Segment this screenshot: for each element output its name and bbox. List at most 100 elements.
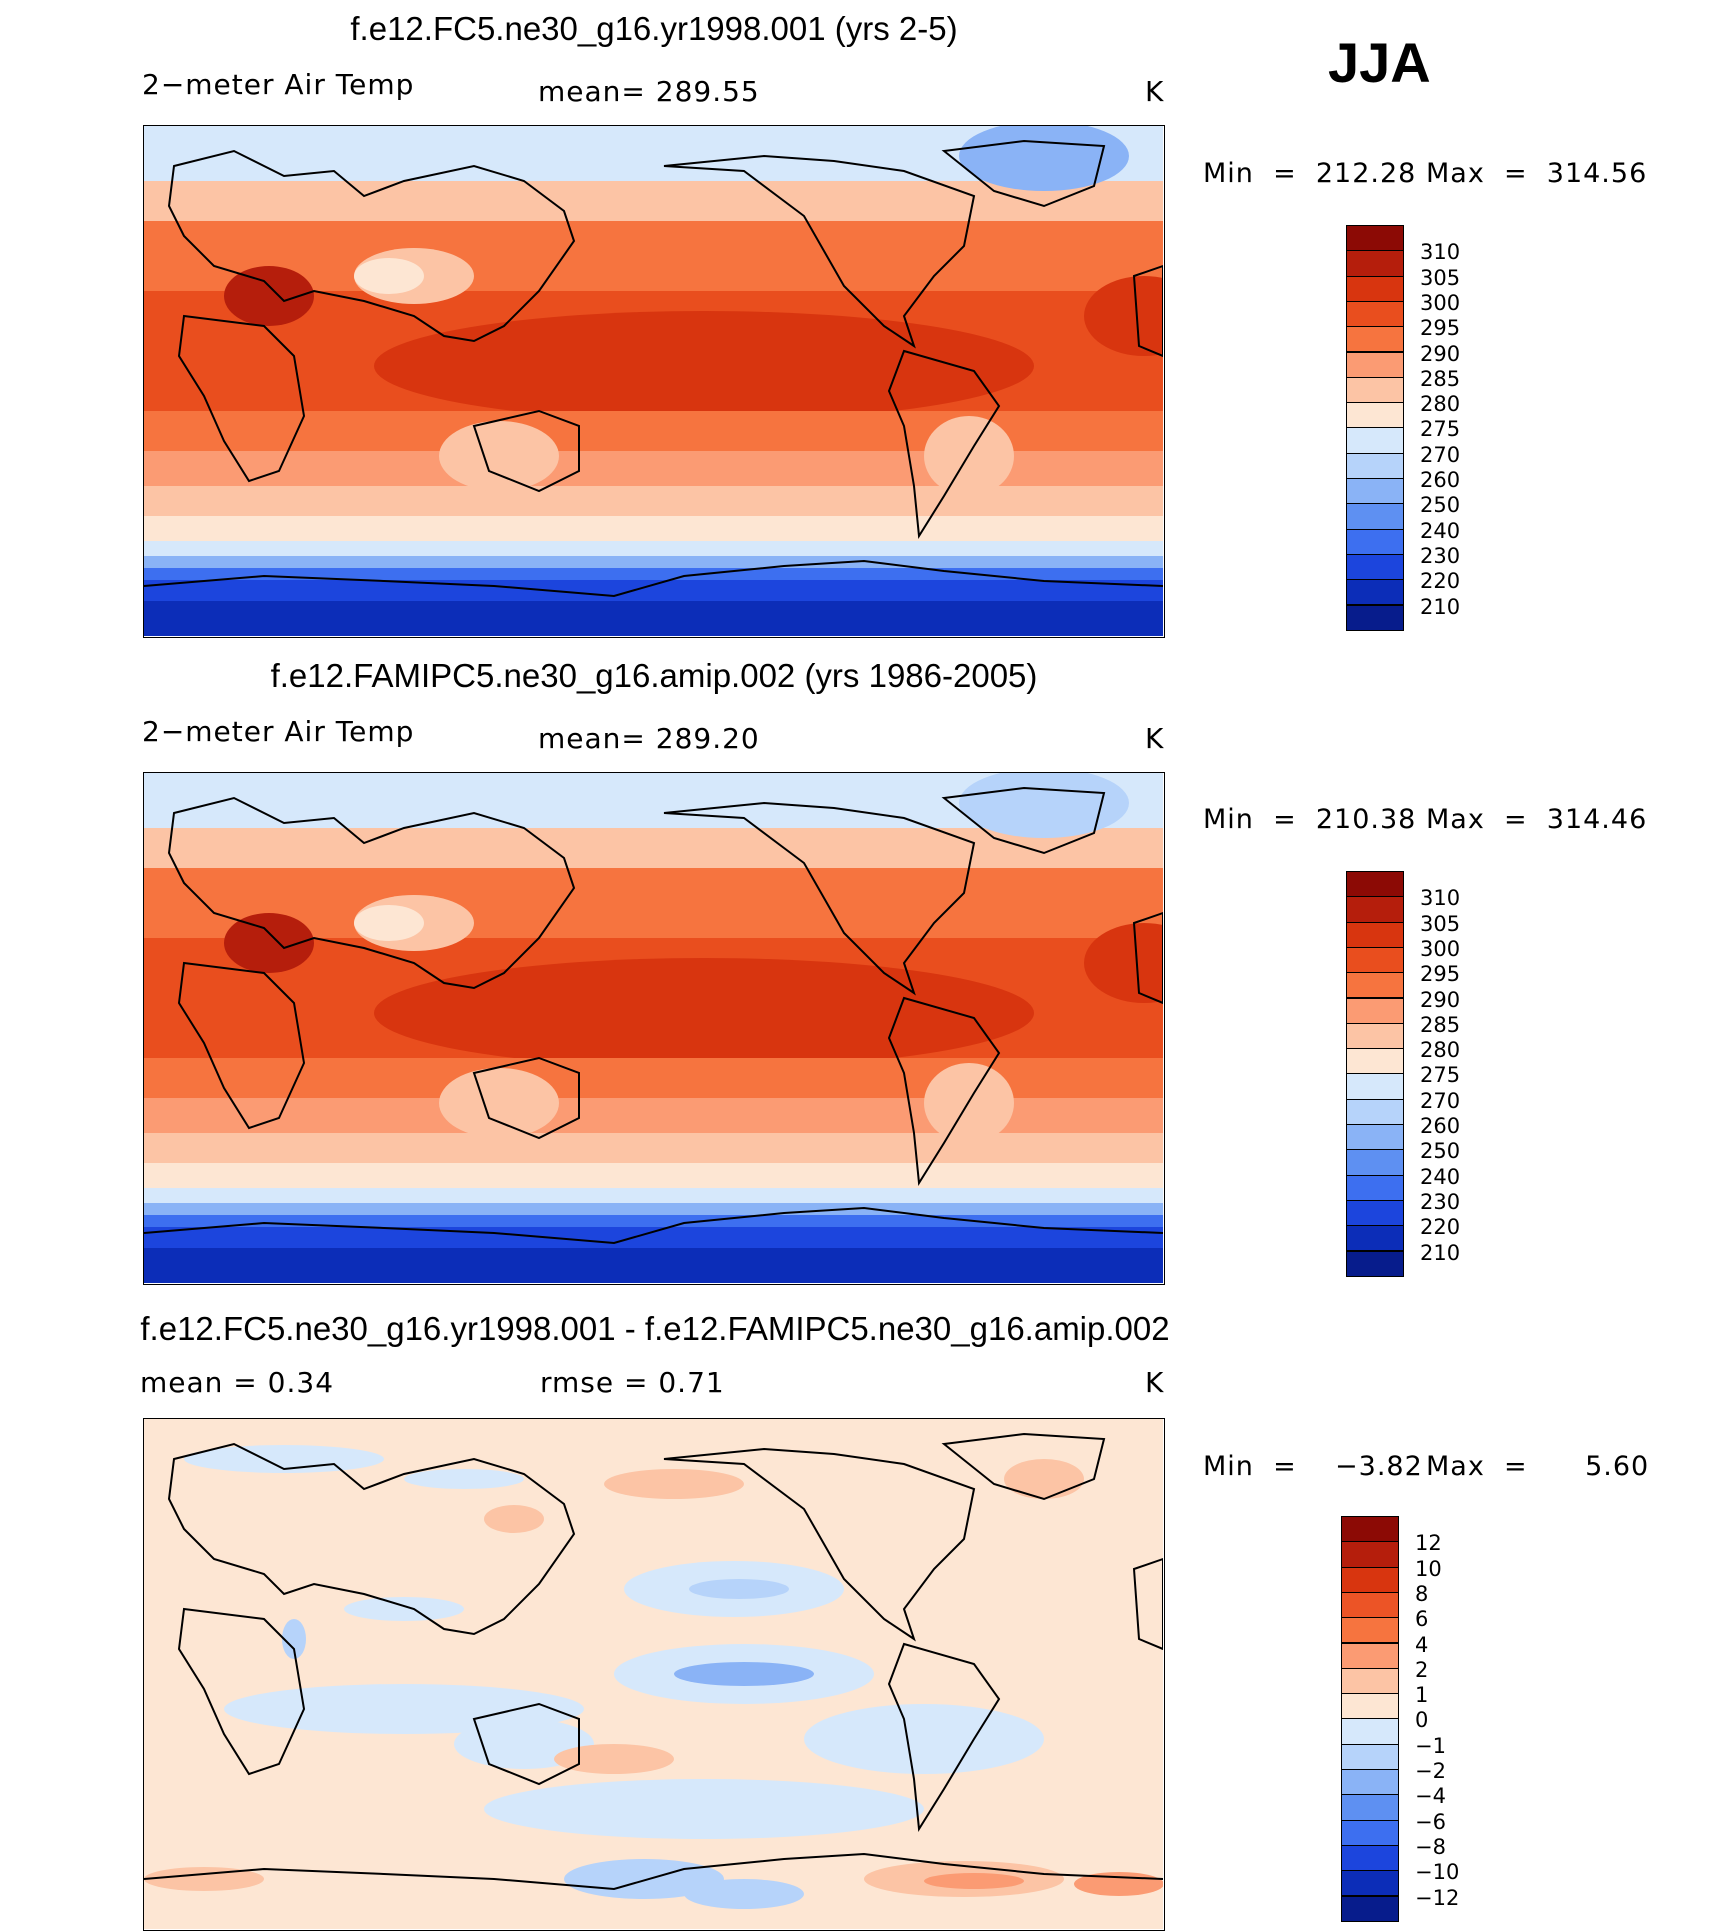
colorbar-label: −2 [1415, 1759, 1446, 1783]
colorbar-swatch [1341, 1718, 1399, 1745]
colorbar-swatch [1346, 1073, 1404, 1100]
colorbar-label: 305 [1420, 265, 1461, 290]
colorbar-label: −12 [1415, 1885, 1460, 1910]
colorbar-label: 2 [1415, 1657, 1429, 1682]
colorbar-label: 210 [1420, 1240, 1461, 1265]
colorbar-label: 6 [1415, 1607, 1429, 1632]
colorbar-label: −1 [1415, 1733, 1446, 1758]
panel-2-max: Max = 314.46 [1426, 804, 1648, 835]
colorbar-swatch [1346, 553, 1404, 581]
colorbar-swatch [1341, 1642, 1399, 1669]
colorbar-label: 310 [1420, 240, 1461, 265]
colorbar-label: 280 [1420, 392, 1461, 417]
colorbar-swatch [1346, 946, 1404, 974]
colorbar-label: 260 [1420, 1114, 1461, 1138]
colorbar-label: 270 [1420, 1088, 1461, 1113]
panel-2-mean: mean= 289.20 [538, 722, 760, 755]
colorbar-swatch [1346, 972, 1404, 999]
colorbar-swatch [1346, 1098, 1404, 1125]
colorbar-swatch [1341, 1693, 1399, 1720]
colorbar-swatch [1346, 1048, 1404, 1075]
panel-3-min: Min = −3.82 [1203, 1451, 1423, 1482]
colorbar-swatch [1346, 503, 1404, 530]
colorbar-swatch [1346, 1124, 1404, 1151]
colorbar-label: 285 [1420, 1012, 1461, 1037]
colorbar-label: 230 [1420, 1189, 1461, 1214]
panel-2-units: K [1145, 722, 1165, 755]
colorbar-swatch [1341, 1895, 1399, 1922]
colorbar-label: 305 [1420, 911, 1461, 936]
panel-2-colorbar: 310 305 300 295 290 285 280 275 270 260 250 240 230 2… [1346, 871, 1546, 1277]
colorbar-swatch [1346, 896, 1404, 923]
panel-2-title: f.e12.FAMIPC5.ne30_g16.amip.002 (yrs 198… [270, 657, 1038, 694]
colorbar-label: 295 [1420, 316, 1461, 341]
colorbar-label: −4 [1415, 1784, 1446, 1809]
colorbar-swatch [1341, 1769, 1399, 1796]
colorbar-swatch [1346, 452, 1404, 479]
colorbar-swatch [1341, 1516, 1399, 1543]
colorbar-label: 275 [1420, 1063, 1461, 1088]
colorbar-label: 280 [1420, 1038, 1461, 1063]
season-label: JJA [1328, 31, 1431, 94]
colorbar-label: 0 [1415, 1708, 1429, 1733]
colorbar-label: 270 [1420, 442, 1461, 467]
colorbar-swatch [1346, 1199, 1404, 1227]
colorbar-label: −8 [1415, 1834, 1446, 1859]
colorbar-label: −10 [1415, 1860, 1460, 1885]
panel-3-rmse: rmse = 0.71 [540, 1366, 725, 1399]
colorbar-label: 220 [1420, 1215, 1461, 1240]
colorbar-swatch [1341, 1566, 1399, 1593]
colorbar-swatch [1346, 402, 1404, 429]
colorbar-swatch [1346, 579, 1404, 606]
colorbar-swatch [1346, 871, 1404, 898]
panel-2-map [143, 772, 1165, 1285]
colorbar-label: 300 [1420, 290, 1461, 315]
colorbar-swatch [1341, 1617, 1399, 1644]
colorbar-label: 240 [1420, 518, 1461, 543]
panel-1-colorbar: 310 305 300 295 290 285 280 275 270 260 250 240 230 2… [1346, 225, 1546, 631]
colorbar-label: 275 [1420, 417, 1461, 442]
panel-1-min: Min = 212.28 [1203, 158, 1417, 189]
colorbar-label: 250 [1420, 493, 1461, 518]
panel-1-title: f.e12.FC5.ne30_g16.yr1998.001 (yrs 2-5) [350, 10, 958, 47]
colorbar-swatch [1346, 326, 1404, 353]
colorbar-label: 12 [1415, 1531, 1442, 1556]
colorbar-swatch [1346, 275, 1404, 302]
colorbar-swatch [1341, 1541, 1399, 1568]
colorbar-label: 310 [1420, 886, 1461, 911]
colorbar-swatch [1341, 1819, 1399, 1846]
panel-1-map [143, 125, 1165, 638]
colorbar-label: 300 [1420, 936, 1461, 961]
colorbar-label: −6 [1415, 1809, 1446, 1834]
colorbar-swatch [1346, 1022, 1404, 1050]
panel-3-units: K [1145, 1366, 1165, 1399]
colorbar-swatch [1341, 1743, 1399, 1770]
panel-1-max: Max = 314.56 [1426, 158, 1648, 189]
colorbar-swatch [1346, 921, 1404, 948]
colorbar-swatch [1346, 250, 1404, 277]
colorbar-label: 260 [1420, 468, 1461, 492]
colorbar-swatch [1346, 604, 1404, 631]
panel-2-variable: 2−meter Air Temp [142, 715, 415, 748]
colorbar-swatch [1346, 351, 1404, 378]
panel-1-mean: mean= 289.55 [538, 75, 760, 108]
colorbar-swatch [1341, 1667, 1399, 1695]
colorbar-swatch [1341, 1844, 1399, 1872]
panel-3-max: Max = 5.60 [1426, 1451, 1650, 1482]
colorbar-label: 1 [1415, 1683, 1429, 1708]
panel-2-min: Min = 210.38 [1203, 804, 1417, 835]
colorbar-label: 250 [1420, 1139, 1461, 1164]
panel-3-map [143, 1418, 1165, 1931]
colorbar-swatch [1341, 1794, 1399, 1821]
colorbar-label: 285 [1420, 366, 1461, 391]
colorbar-label: 240 [1420, 1164, 1461, 1189]
colorbar-label: 4 [1415, 1632, 1429, 1657]
panel-3-title: f.e12.FC5.ne30_g16.yr1998.001 - f.e12.FA… [140, 1310, 1170, 1347]
colorbar-swatch [1346, 1225, 1404, 1252]
colorbar-swatch [1346, 225, 1404, 252]
panel-3-colorbar: 12 10 8 6 4 2 1 0 −1 −2 −4 −6 −8 −10 −12 [1341, 1516, 1541, 1922]
colorbar-swatch [1346, 1149, 1404, 1176]
colorbar-swatch [1346, 528, 1404, 555]
colorbar-swatch [1346, 1250, 1404, 1277]
colorbar-label: 210 [1420, 594, 1461, 619]
